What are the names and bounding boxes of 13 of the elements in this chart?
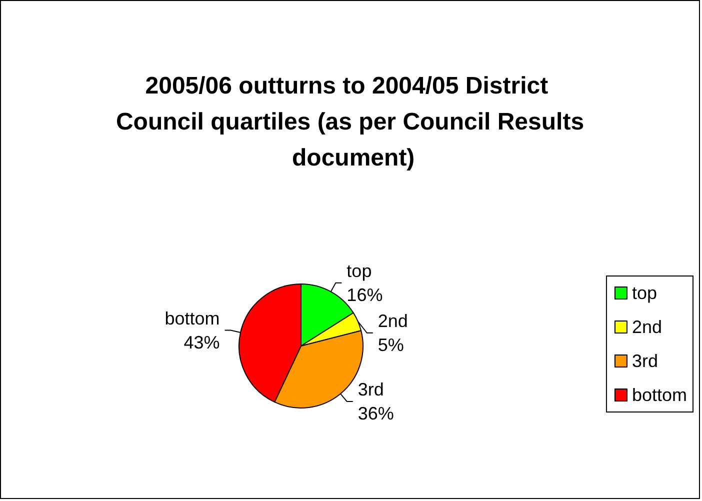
slice-label: 2nd [378, 310, 408, 331]
chart-title: 2005/06 outturns to 2004/05 District Council quartiles (as per Council Results document) [116, 72, 584, 172]
legend-label: 2nd [632, 317, 662, 337]
data-label: 43% [184, 332, 220, 352]
slice-label: top [346, 260, 372, 281]
legend-label: top [632, 283, 658, 303]
data-label: 36% [358, 403, 394, 424]
data-label: 5% [378, 334, 404, 355]
data-label: 16% [346, 284, 383, 305]
legend-label: bottom [632, 385, 688, 405]
slice-label: bottom [164, 308, 220, 328]
slice-label: 3rd [358, 379, 384, 400]
legend-label: 3rd [632, 351, 658, 371]
